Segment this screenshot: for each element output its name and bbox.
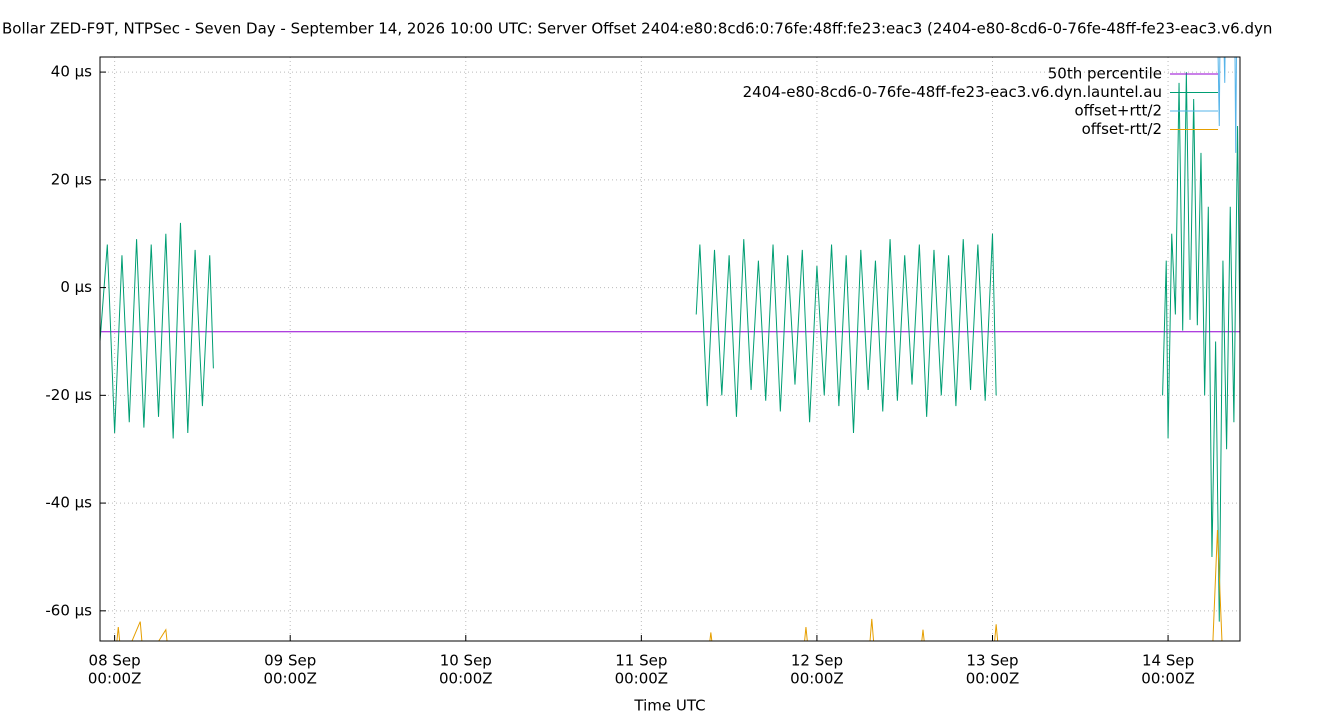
legend-label: offset+rtt/2 xyxy=(1074,102,1162,120)
y-tick-label: -40 µs xyxy=(45,494,92,512)
x-tick-label: 11 Sep xyxy=(615,652,667,670)
chart-title: Bollar ZED-F9T, NTPSec - Seven Day - Sep… xyxy=(2,20,1272,38)
x-tick-label: 00:00Z xyxy=(966,670,1020,688)
y-tick-label: 20 µs xyxy=(51,170,92,188)
x-tick-label: 14 Sep xyxy=(1142,652,1194,670)
x-tick-label: 08 Sep xyxy=(89,652,141,670)
plot-lines xyxy=(100,57,1240,641)
y-tick-label: -60 µs xyxy=(45,601,92,619)
legend-label: 2404-e80-8cd6-0-76fe-48ff-fe23-eac3.v6.d… xyxy=(743,83,1162,101)
y-tick-label: -20 µs xyxy=(45,386,92,404)
series-line xyxy=(116,529,1223,641)
legend: 50th percentile2404-e80-8cd6-0-76fe-48ff… xyxy=(743,65,1218,138)
x-tick-label: 00:00Z xyxy=(1141,670,1195,688)
x-tick-label: 00:00Z xyxy=(790,670,844,688)
series-line xyxy=(1217,57,1237,153)
y-tick-label: 40 µs xyxy=(51,63,92,81)
x-axis-label: Time UTC xyxy=(633,697,705,715)
x-tick-label: 00:00Z xyxy=(615,670,669,688)
x-tick-label: 09 Sep xyxy=(264,652,316,670)
plot-frame xyxy=(99,56,1241,642)
legend-label: offset-rtt/2 xyxy=(1082,120,1162,138)
x-tick-label: 00:00Z xyxy=(263,670,317,688)
grid xyxy=(100,57,1240,641)
legend-label: 50th percentile xyxy=(1048,65,1162,83)
x-tick-label: 00:00Z xyxy=(439,670,493,688)
x-tick-label: 00:00Z xyxy=(88,670,142,688)
y-tick-label: 0 µs xyxy=(60,278,92,296)
series-line xyxy=(100,72,1240,622)
x-tick-label: 10 Sep xyxy=(440,652,492,670)
x-tick-label: 12 Sep xyxy=(791,652,843,670)
x-tick-label: 13 Sep xyxy=(966,652,1018,670)
